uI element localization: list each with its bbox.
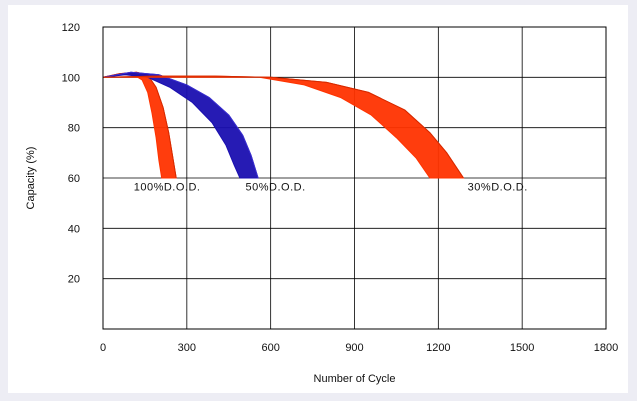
series-band <box>102 71 259 179</box>
x-tick-label: 900 <box>345 342 363 354</box>
series-annotation: 30%D.O.D. <box>468 182 528 194</box>
y-tick-label: 40 <box>68 223 80 235</box>
y-tick-label: 60 <box>68 173 80 185</box>
x-tick-label: 0 <box>100 342 106 354</box>
y-tick-label: 120 <box>62 22 80 34</box>
labels: 0 300 600 900 1200 1500 1800 20 40 60 80 100 120 Numb… <box>25 22 618 385</box>
x-tick-label: 1500 <box>510 342 534 354</box>
plot-border <box>102 26 607 330</box>
x-tick-label: 1800 <box>594 342 618 354</box>
series-layer <box>102 71 465 179</box>
y-tick-label: 20 <box>68 274 80 286</box>
x-tick-label: 600 <box>261 342 279 354</box>
x-axis-title: Number of Cycle <box>314 373 396 385</box>
y-axis-title: Capacity (%) <box>25 147 37 210</box>
series-band <box>102 71 177 179</box>
chart-panel <box>8 5 628 393</box>
y-tick-label: 80 <box>68 123 80 135</box>
series-upper-edge <box>102 71 259 179</box>
x-tick-label: 1200 <box>426 342 450 354</box>
series-upper-edge <box>102 75 464 179</box>
series-annotation: 100%D.O.D. <box>134 182 201 194</box>
grid <box>102 26 607 330</box>
y-tick-label: 100 <box>62 72 80 84</box>
axes <box>102 26 607 330</box>
x-tick-label: 300 <box>178 342 196 354</box>
series-annotation: 50%D.O.D. <box>246 182 306 194</box>
